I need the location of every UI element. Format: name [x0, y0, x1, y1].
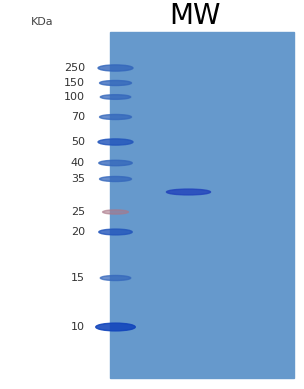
Text: 40: 40	[71, 158, 85, 168]
Ellipse shape	[102, 210, 128, 214]
Text: 25: 25	[71, 207, 85, 217]
Text: MW: MW	[169, 2, 221, 30]
Text: 20: 20	[71, 227, 85, 237]
Ellipse shape	[96, 323, 135, 331]
Ellipse shape	[98, 65, 133, 71]
Ellipse shape	[100, 177, 131, 182]
Ellipse shape	[98, 139, 133, 145]
Ellipse shape	[99, 229, 132, 235]
Ellipse shape	[100, 275, 131, 280]
Text: 35: 35	[71, 174, 85, 184]
Ellipse shape	[100, 95, 131, 99]
Text: 70: 70	[71, 112, 85, 122]
Ellipse shape	[100, 114, 131, 119]
Text: 150: 150	[64, 78, 85, 88]
Text: 15: 15	[71, 273, 85, 283]
Bar	[110, 32, 294, 378]
Ellipse shape	[100, 81, 131, 86]
Text: 250: 250	[64, 63, 85, 73]
Ellipse shape	[167, 189, 210, 195]
Text: 50: 50	[71, 137, 85, 147]
Ellipse shape	[99, 160, 132, 166]
Text: KDa: KDa	[31, 17, 53, 27]
Text: 100: 100	[64, 92, 85, 102]
Text: 10: 10	[71, 322, 85, 332]
